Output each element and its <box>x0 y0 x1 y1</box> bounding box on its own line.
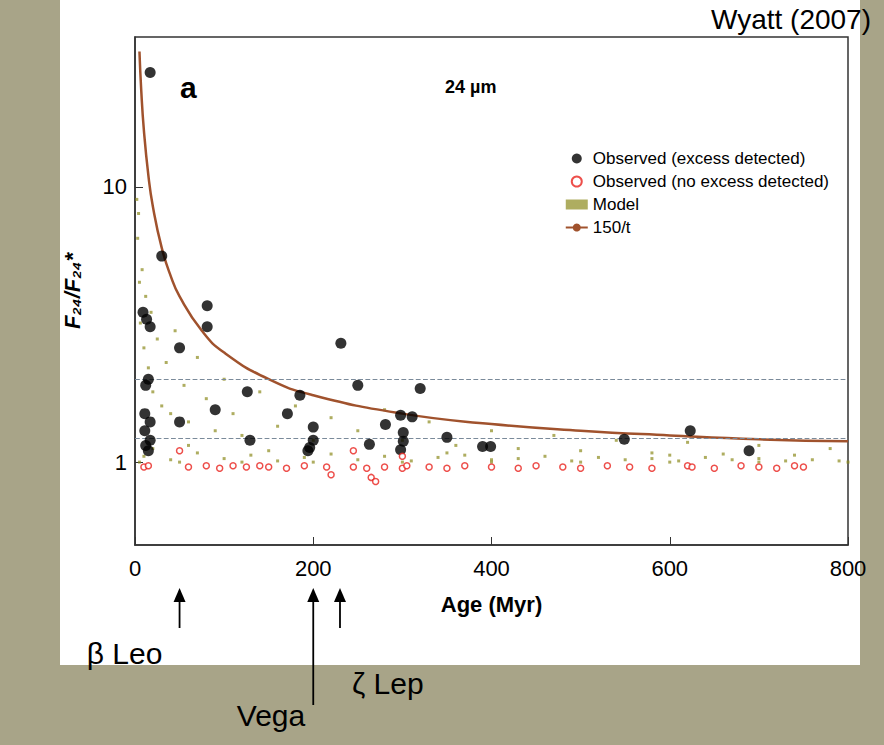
svg-text:800: 800 <box>830 556 867 581</box>
svg-text:200: 200 <box>295 556 332 581</box>
svg-text:400: 400 <box>473 556 510 581</box>
svg-text:24 µm: 24 µm <box>445 77 496 97</box>
svg-text:Wyatt (2007): Wyatt (2007) <box>711 4 871 35</box>
svg-text:600: 600 <box>651 556 688 581</box>
svg-text:Vega: Vega <box>237 699 306 732</box>
svg-text:ζ Lep: ζ Lep <box>352 667 424 700</box>
svg-text:a: a <box>180 71 197 104</box>
svg-text:Observed (excess detected): Observed (excess detected) <box>593 149 806 168</box>
svg-text:Age (Myr): Age (Myr) <box>441 592 542 617</box>
svg-text:10: 10 <box>103 174 127 199</box>
svg-text:β Leo: β Leo <box>87 637 163 670</box>
svg-text:0: 0 <box>129 556 141 581</box>
svg-text:F₂₄/F₂₄*: F₂₄/F₂₄* <box>60 252 85 329</box>
svg-text:150/t: 150/t <box>593 218 631 237</box>
svg-text:Observed (no excess detected): Observed (no excess detected) <box>593 172 829 191</box>
svg-text:Model: Model <box>593 195 639 214</box>
svg-text:1: 1 <box>115 450 127 475</box>
